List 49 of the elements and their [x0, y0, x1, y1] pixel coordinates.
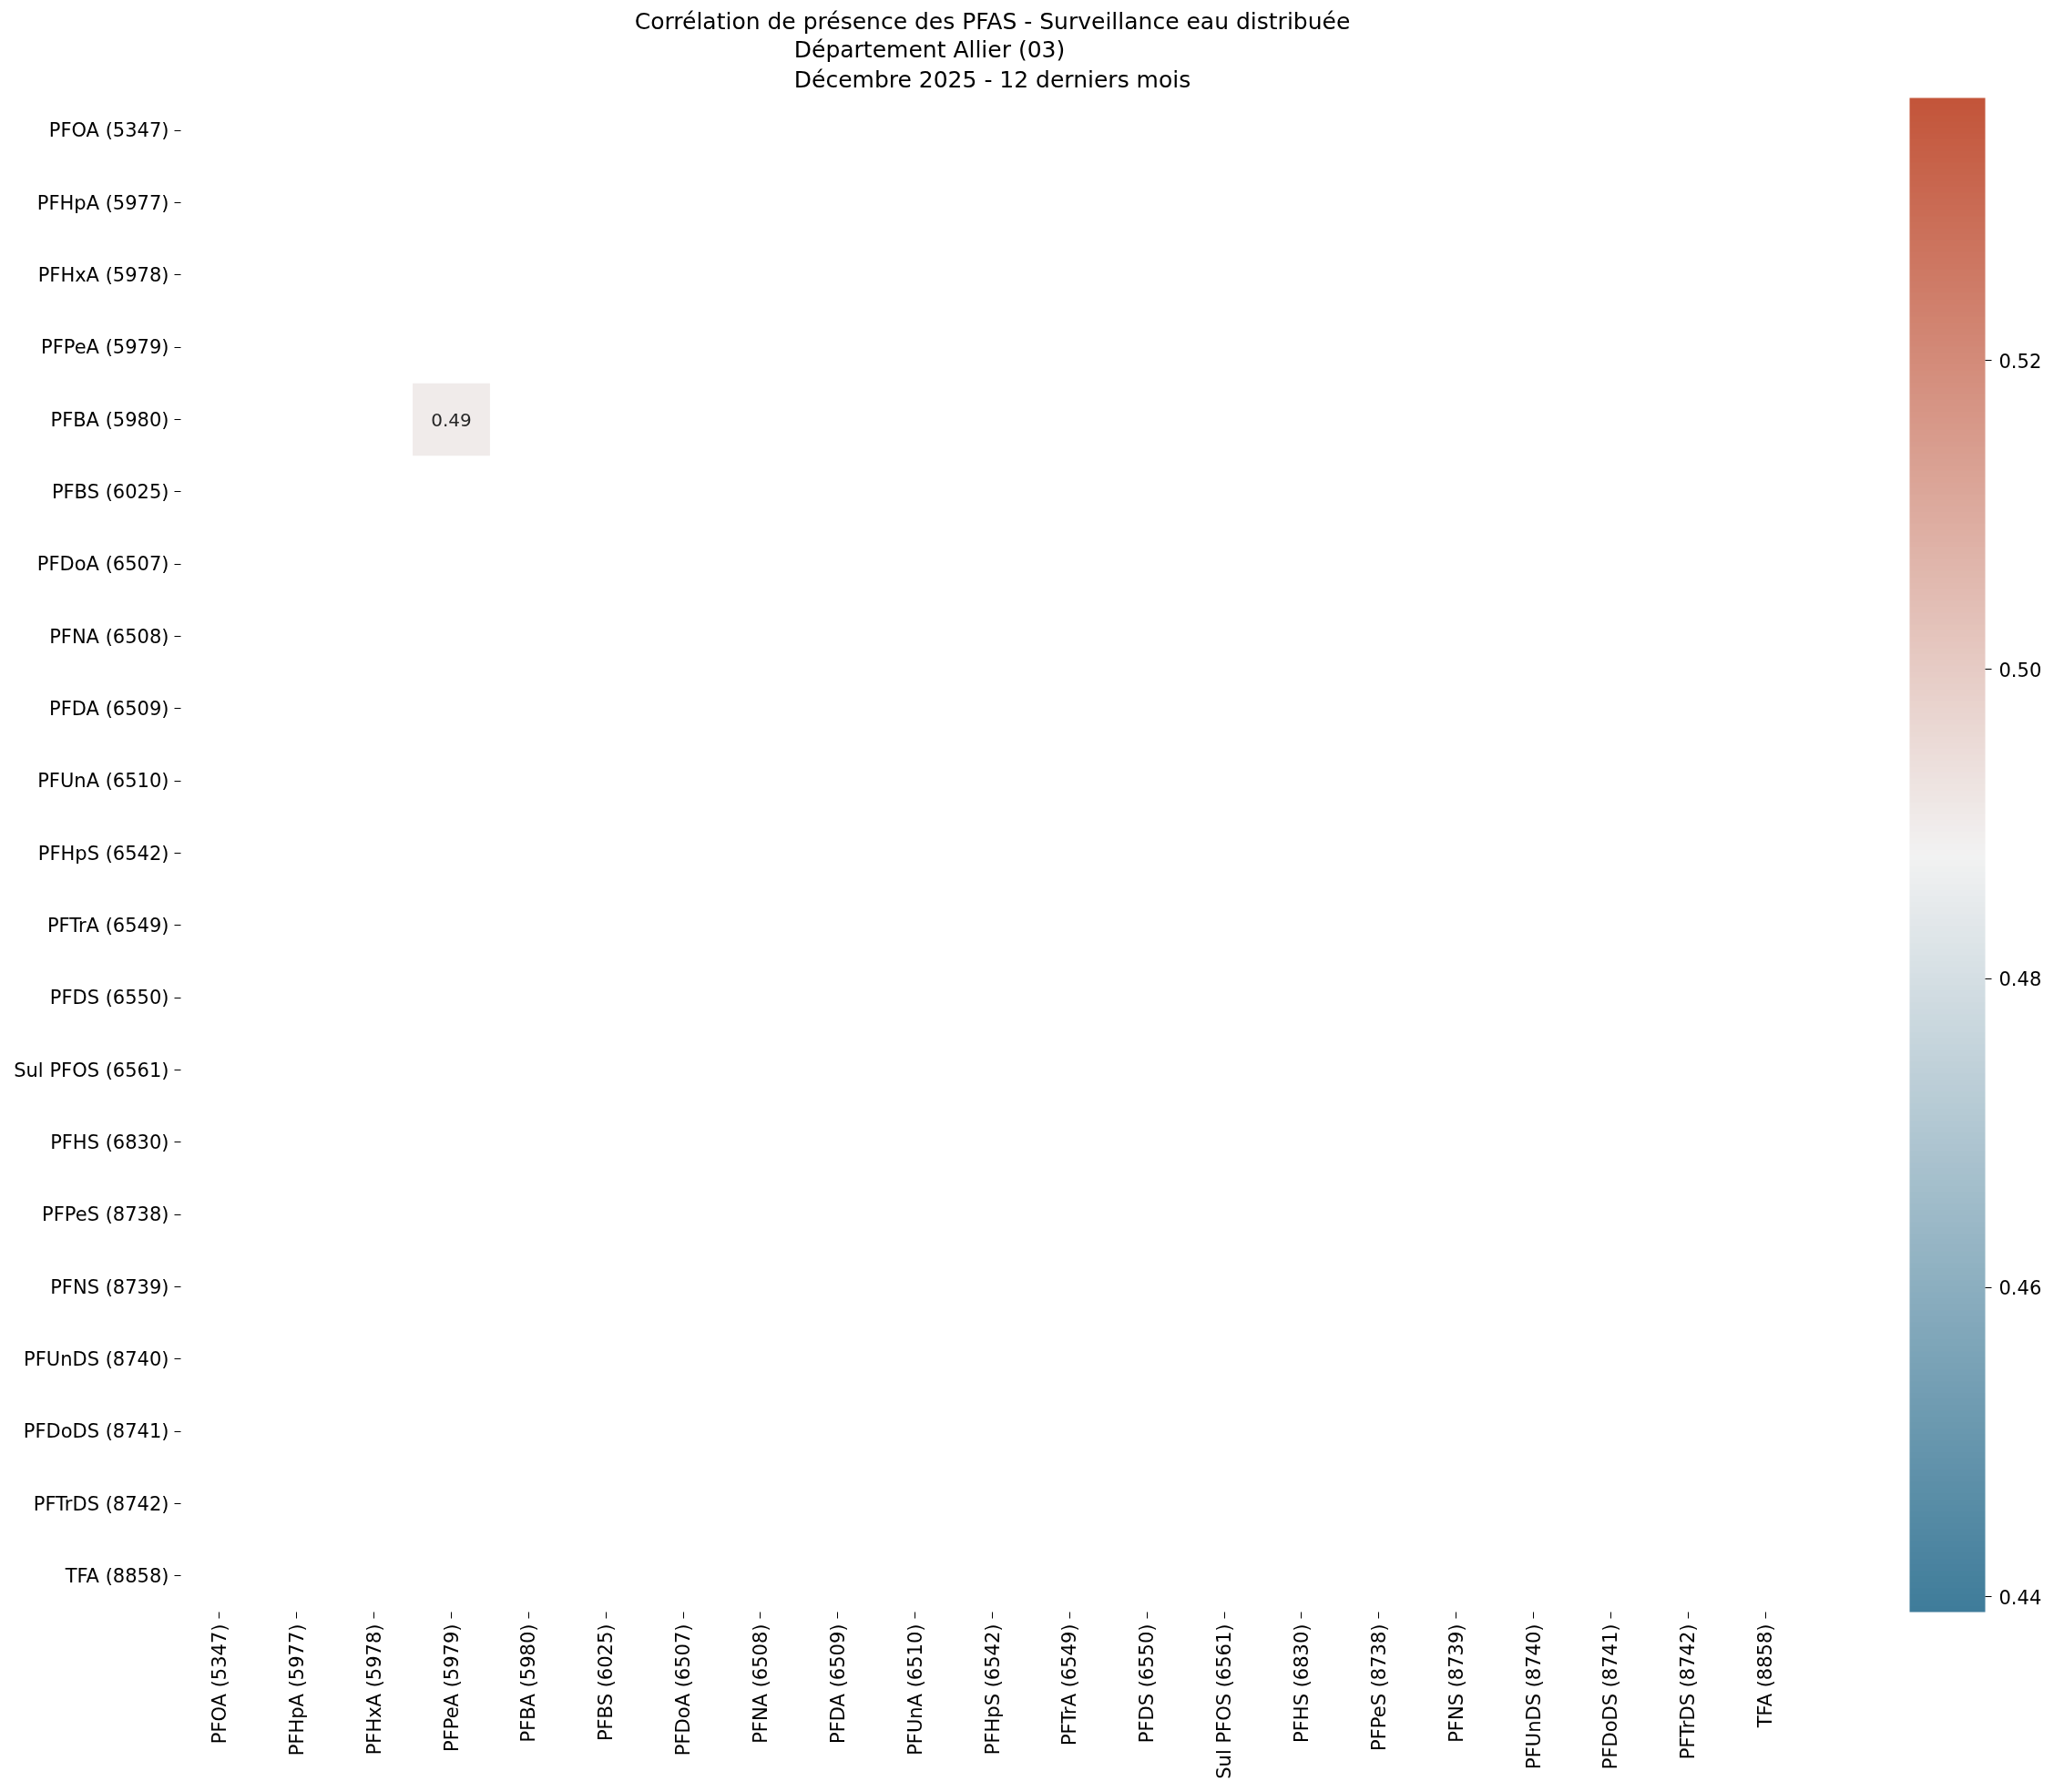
x-tick-label: PFUnDS (8740) — [1522, 1623, 1545, 1769]
x-tick-label: PFDA (6509) — [826, 1623, 849, 1744]
y-tick-label: TFA (8858) — [64, 1564, 169, 1587]
x-tick-label: PFBS (6025) — [595, 1623, 618, 1742]
y-tick-label: PFHxA (5978) — [37, 263, 169, 286]
color-bar-label: 0.48 — [1998, 968, 2042, 991]
y-tick-label: PFNS (8739) — [50, 1275, 169, 1298]
y-tick-label: PFHS (6830) — [50, 1131, 169, 1153]
y-tick-label: PFUnA (6510) — [37, 770, 169, 793]
x-tick-label: PFHS (6830) — [1290, 1623, 1313, 1743]
color-bar-label: 0.52 — [1998, 350, 2042, 373]
color-bar-label: 0.50 — [1998, 659, 2042, 681]
y-tick-label: PFPeA (5979) — [41, 336, 169, 359]
y-tick-label: PFNA (6508) — [49, 625, 169, 648]
x-tick-label: PFHpA (5977) — [285, 1623, 308, 1756]
x-tick-label: PFDS (6550) — [1136, 1623, 1159, 1744]
x-tick-label: PFPeS (8738) — [1367, 1623, 1390, 1751]
y-tick-label: PFBA (5980) — [50, 408, 169, 431]
y-tick-label: PFHpA (5977) — [36, 191, 169, 214]
y-tick-label: PFOA (5347) — [48, 119, 169, 142]
x-tick-label: PFPeA (5979) — [440, 1623, 463, 1752]
y-tick-label: PFHpS (6542) — [37, 842, 169, 865]
x-tick-label: PFTrDS (8742) — [1677, 1623, 1700, 1760]
x-tick-label: PFUnA (6510) — [904, 1623, 926, 1756]
x-tick-label: PFBA (5980) — [517, 1623, 540, 1743]
y-tick-label: PFTrA (6549) — [46, 914, 169, 937]
y-tick-label: Sul PFOS (6561) — [14, 1059, 169, 1081]
y-tick-label: PFUnDS (8740) — [24, 1347, 169, 1370]
color-bar-label: 0.44 — [1998, 1586, 2042, 1609]
color-bar-label: 0.46 — [1998, 1277, 2042, 1300]
y-tick-label: PFDA (6509) — [49, 697, 169, 720]
x-tick-label: PFHxA (5978) — [363, 1623, 385, 1756]
x-tick-label: TFA (8858) — [1754, 1623, 1777, 1729]
chart-title: Corrélation de présence des PFAS - Surveillance eau distribuée — [634, 7, 1351, 35]
y-tick-label: PFBS (6025) — [51, 480, 169, 503]
x-tick-label: PFTrA (6549) — [1058, 1623, 1081, 1746]
y-tick-label: PFDoDS (8741) — [23, 1420, 169, 1443]
x-tick-label: PFNA (6508) — [749, 1623, 772, 1744]
y-tick-label: PFPeS (8738) — [42, 1203, 169, 1226]
x-tick-label: PFDoA (6507) — [672, 1623, 695, 1756]
x-tick-label: Sul PFOS (6561) — [1213, 1623, 1236, 1779]
x-tick-label: PFDoDS (8741) — [1599, 1623, 1622, 1770]
x-tick-label: PFNS (8739) — [1445, 1623, 1467, 1743]
y-tick-label: PFDS (6550) — [49, 987, 169, 1009]
y-tick-label: PFDoA (6507) — [36, 553, 169, 576]
y-tick-label: PFTrDS (8742) — [33, 1492, 169, 1515]
data-label: 0.49 — [431, 408, 472, 431]
x-tick-label: PFHpS (6542) — [981, 1623, 1004, 1756]
chart-subtitle: Département Allier (03) Décembre 2025 - 12 derniers mois — [793, 36, 1191, 94]
